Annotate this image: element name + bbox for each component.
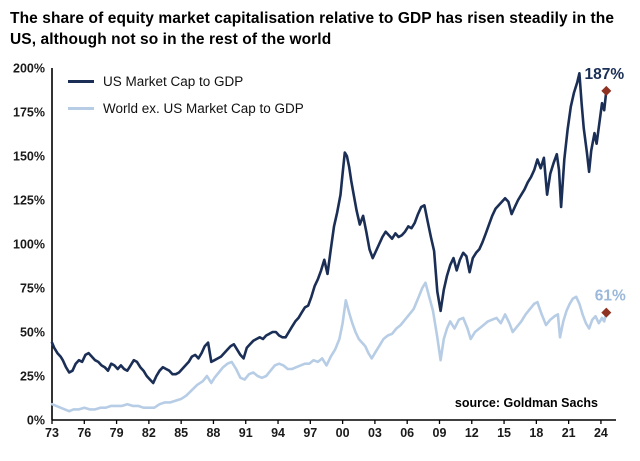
svg-text:75%: 75%: [20, 282, 45, 296]
svg-text:88: 88: [206, 426, 220, 440]
svg-text:76: 76: [77, 426, 91, 440]
legend-label-us: US Market Cap to GDP: [103, 74, 244, 89]
svg-text:09: 09: [433, 426, 447, 440]
svg-text:175%: 175%: [13, 106, 45, 120]
svg-text:12: 12: [465, 426, 479, 440]
svg-text:25%: 25%: [20, 370, 45, 384]
legend-label-world: World ex. US Market Cap to GDP: [103, 101, 304, 116]
legend-item-world: World ex. US Market Cap to GDP: [68, 101, 304, 116]
svg-text:82: 82: [142, 426, 156, 440]
svg-text:0%: 0%: [27, 414, 45, 428]
svg-text:73: 73: [45, 426, 59, 440]
svg-text:150%: 150%: [13, 150, 45, 164]
chart-title: The share of equity market capitalisatio…: [10, 10, 615, 48]
svg-text:100%: 100%: [13, 238, 45, 252]
legend-item-us: US Market Cap to GDP: [68, 74, 304, 89]
svg-text:61%: 61%: [595, 288, 626, 305]
us-line-swatch: [68, 80, 94, 83]
svg-text:24: 24: [594, 426, 608, 440]
source-credit: source: Goldman Sachs: [454, 396, 598, 410]
svg-text:18: 18: [529, 426, 543, 440]
svg-text:00: 00: [336, 426, 350, 440]
svg-text:85: 85: [174, 426, 188, 440]
svg-text:06: 06: [400, 426, 414, 440]
svg-text:21: 21: [562, 426, 576, 440]
svg-text:03: 03: [368, 426, 382, 440]
chart-area: 73 76 79 82 85 88 91 94 97 00 03 06 09 12 15 18 21 24 0% 25…: [0, 56, 640, 454]
svg-text:125%: 125%: [13, 194, 45, 208]
svg-text:79: 79: [110, 426, 124, 440]
svg-text:91: 91: [239, 426, 253, 440]
world-line-swatch: [68, 107, 94, 110]
chart-canvas: 73 76 79 82 85 88 91 94 97 00 03 06 09 12 15 18 21 24 0% 25…: [13, 62, 626, 441]
svg-text:200%: 200%: [13, 62, 45, 76]
svg-text:187%: 187%: [584, 66, 624, 83]
svg-text:94: 94: [271, 426, 285, 440]
svg-text:50%: 50%: [20, 326, 45, 340]
svg-text:15: 15: [497, 426, 511, 440]
chart-legend: US Market Cap to GDP World ex. US Market…: [68, 74, 304, 116]
svg-text:97: 97: [303, 426, 317, 440]
